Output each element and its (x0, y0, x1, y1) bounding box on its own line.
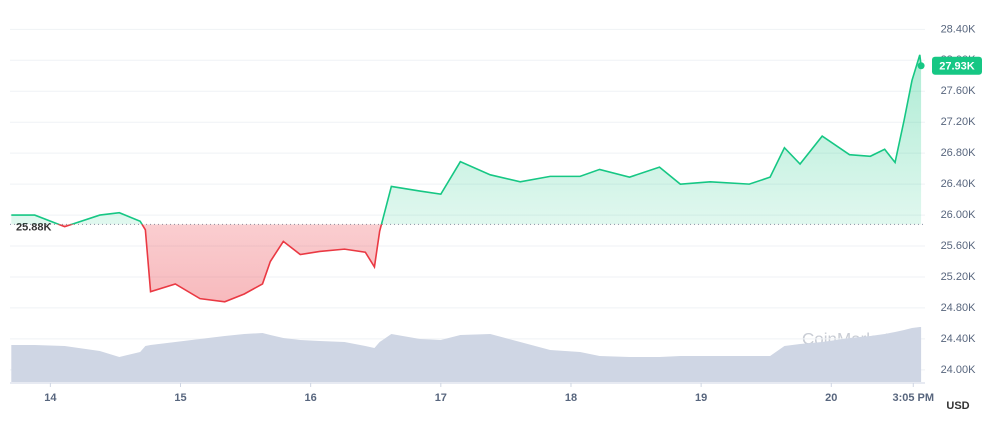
y-tick-label: 26.40K (941, 178, 977, 190)
currency-label: USD (946, 400, 969, 412)
x-tick-label: 16 (305, 392, 317, 404)
volume-area (11, 327, 922, 382)
x-tick-label: 3:05 PM (892, 392, 934, 404)
x-tick-label: 17 (435, 392, 447, 404)
x-tick-label: 20 (825, 392, 837, 404)
y-tick-label: 25.60K (941, 240, 977, 252)
y-tick-label: 27.60K (941, 85, 977, 97)
x-tick-label: 18 (565, 392, 577, 404)
y-tick-label: 24.00K (941, 364, 977, 376)
area-up (11, 54, 922, 225)
area-down (11, 224, 922, 302)
price-line-down (56, 224, 383, 303)
x-tick-label: 19 (695, 392, 707, 404)
x-tick-label: 14 (44, 392, 57, 404)
last-point (917, 62, 925, 70)
last-price-badge (932, 56, 982, 75)
y-tick-label: 26.00K (941, 209, 977, 221)
price-line-up (11, 54, 922, 225)
y-tick-label: 26.80K (941, 147, 977, 159)
y-tick-label: 28.40K (941, 23, 977, 35)
y-tick-label: 25.20K (941, 271, 977, 283)
y-tick-label: 24.40K (941, 333, 977, 345)
y-tick-label: 27.20K (941, 116, 977, 128)
x-tick-label: 15 (174, 392, 186, 404)
last-price-label: 27.93K (939, 61, 975, 73)
y-tick-label: 24.80K (941, 302, 977, 314)
